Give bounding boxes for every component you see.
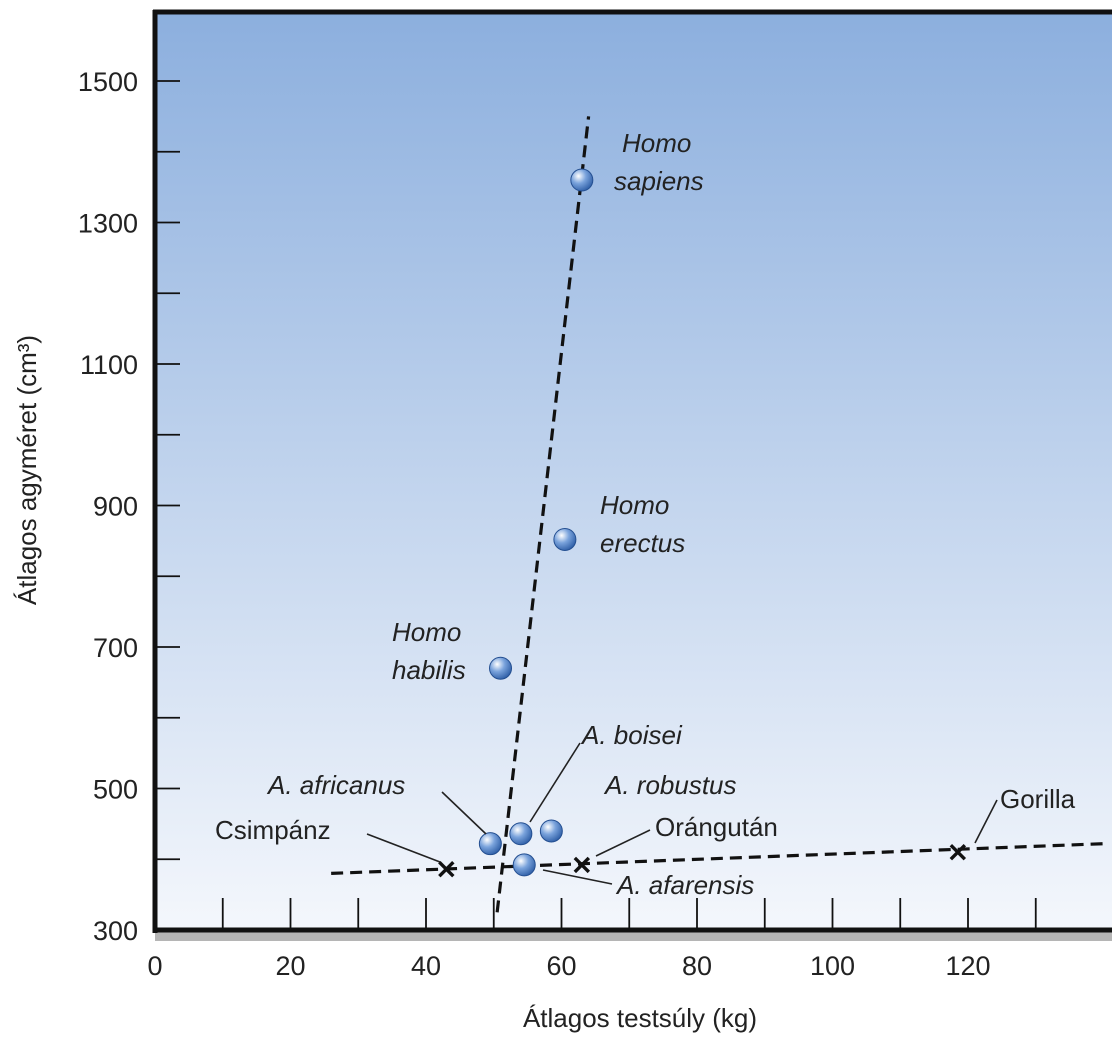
x-axis-title: Átlagos testsúly (kg) (523, 1003, 757, 1033)
x-tick-label-80: 80 (682, 951, 712, 981)
label-orangutan: Orángután (655, 812, 778, 842)
y-tick-label-500: 500 (93, 775, 138, 805)
y-tick-label-900: 900 (93, 492, 138, 522)
axis-ticks (155, 80, 1037, 930)
label-homo-erectus-line2: erectus (600, 528, 685, 558)
y-axis-title: Átlagos agyméret (cm³) (12, 335, 42, 605)
point-a-robustus (539, 819, 563, 843)
y-tick-label-1300: 1300 (78, 209, 138, 239)
label-csimpanz: Csimpánz (215, 815, 331, 845)
label-a-robustus: A. robustus (603, 770, 737, 800)
data-markers (438, 168, 967, 878)
point-a-africanus (478, 832, 502, 856)
label-homo-erectus-line1: Homo (600, 490, 669, 520)
x-tick-label-40: 40 (411, 951, 441, 981)
trend-line-1 (495, 116, 591, 913)
leader-gorilla (974, 799, 998, 844)
label-a-afarensis: A. afarensis (615, 870, 754, 900)
leader-a-boisei (529, 742, 581, 823)
point-csimpanz (438, 860, 455, 878)
label-a-boisei: A. boisei (580, 720, 683, 750)
label-homo-sapiens-line1: Homo (622, 128, 691, 158)
label-homo-habilis-line2: habilis (392, 655, 466, 685)
x-tick-label-120: 120 (945, 951, 990, 981)
tick-labels: 0 20 40 60 80 100 120 300 500 700 900 1100 1300 1500 (78, 67, 991, 981)
x-tick-label-0: 0 (147, 951, 162, 981)
point-labels: Homo sapiens Homo erectus Homo habilis A… (215, 128, 1076, 900)
point-orangutan (573, 856, 591, 874)
y-tick-label-700: 700 (93, 633, 138, 663)
point-homo-sapiens (570, 168, 594, 192)
plot-background (155, 12, 1112, 932)
y-tick-label-1100: 1100 (80, 350, 138, 380)
leader-a-afarensis (542, 869, 613, 885)
label-homo-habilis-line1: Homo (392, 617, 461, 647)
y-tick-label-300: 300 (93, 916, 138, 946)
trend-line-2 (331, 842, 1104, 875)
leader-csimpanz (366, 833, 441, 863)
label-gorilla: Gorilla (1000, 784, 1076, 814)
label-homo-sapiens-line2: sapiens (614, 166, 704, 196)
label-a-africanus: A. africanus (266, 770, 405, 800)
x-tick-label-60: 60 (546, 951, 576, 981)
point-homo-habilis (489, 656, 513, 680)
leader-a-africanus (441, 791, 487, 835)
axis-shadow-bottom (155, 932, 1112, 941)
point-a-boisei (509, 822, 533, 846)
x-tick-label-100: 100 (810, 951, 855, 981)
x-tick-label-20: 20 (275, 951, 305, 981)
leader-lines (366, 742, 998, 885)
trend-lines (331, 116, 1104, 913)
y-tick-label-1500: 1500 (78, 67, 138, 97)
point-gorilla (949, 843, 967, 861)
leader-orangutan (595, 829, 651, 857)
point-a-afarensis (512, 853, 536, 877)
point-homo-erectus (553, 527, 577, 551)
